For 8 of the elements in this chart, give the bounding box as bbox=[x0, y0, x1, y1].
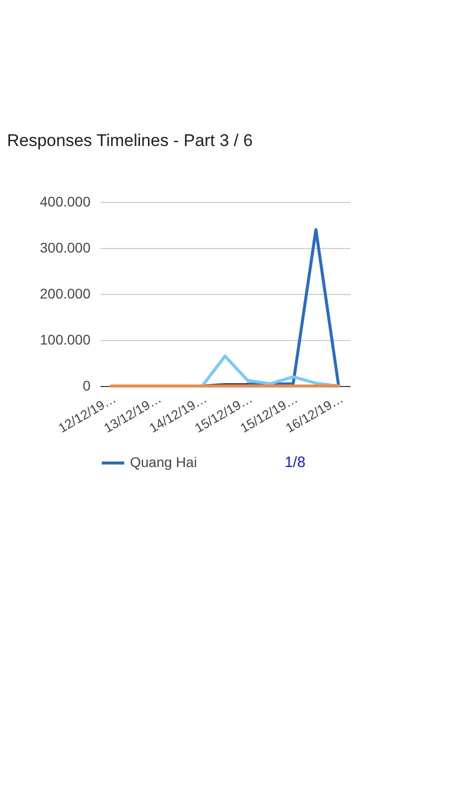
y-tick-label: 400.000 bbox=[40, 194, 91, 210]
y-tick-label: 300.000 bbox=[40, 240, 91, 256]
y-tick-label: 100.000 bbox=[40, 332, 91, 348]
y-tick-label: 0 bbox=[82, 378, 91, 394]
legend-label: Quang Hai bbox=[130, 454, 197, 470]
y-tick-label: 200.000 bbox=[40, 286, 91, 302]
chart-title: Responses Timelines - Part 3 / 6 bbox=[7, 131, 253, 150]
text: 1/8 bbox=[284, 454, 306, 471]
